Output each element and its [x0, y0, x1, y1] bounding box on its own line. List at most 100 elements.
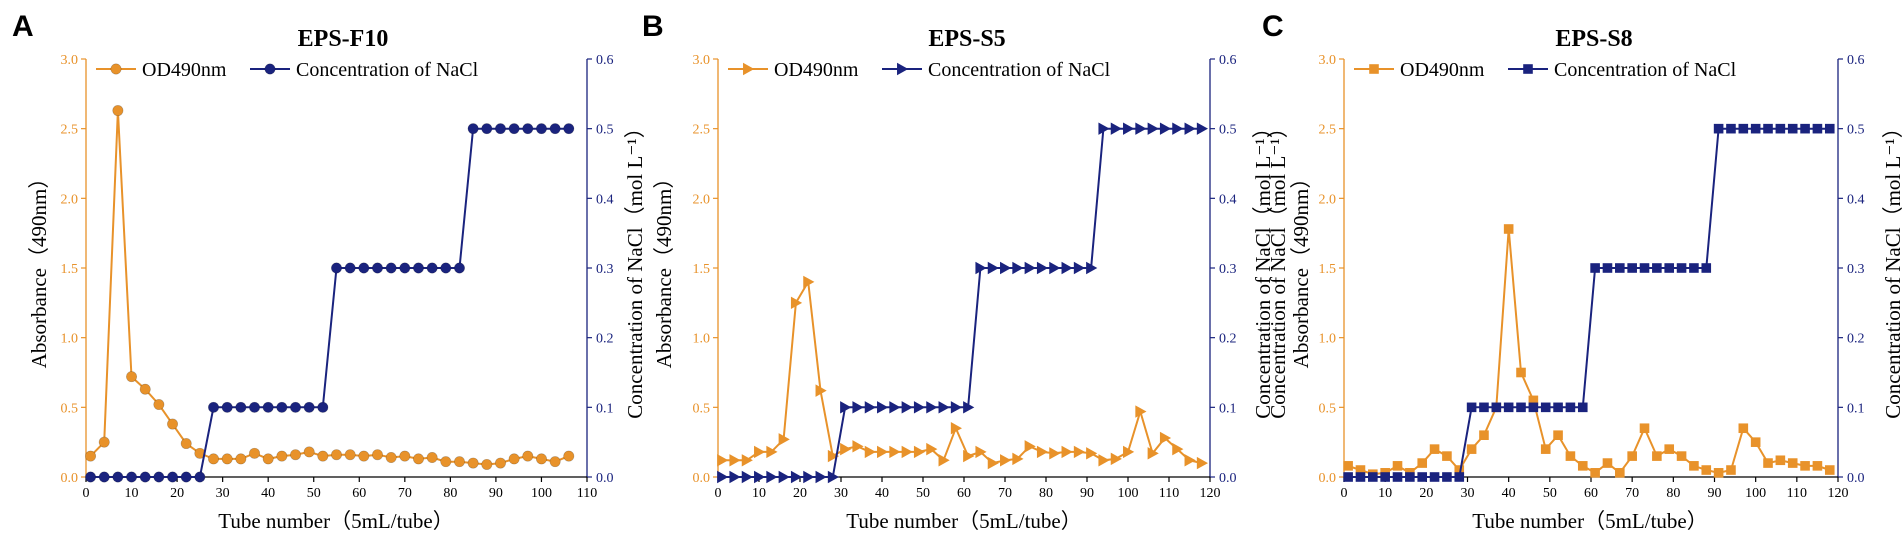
- data-point: [1652, 263, 1662, 273]
- y-tick-label-left: 2.5: [693, 123, 711, 138]
- series-line: [1348, 127, 1830, 478]
- data-point: [864, 445, 876, 459]
- data-point: [1184, 122, 1196, 135]
- data-point: [153, 471, 165, 483]
- series-od490nm: [1343, 224, 1835, 480]
- data-point: [1012, 261, 1024, 275]
- plot-area-b: 0.0 0.5 1.0 1.5 2.0 2.5 3.0 0.0 0.1 0.2 0.3 0.4 0.5 0…: [693, 53, 1237, 501]
- data-point: [303, 446, 315, 458]
- y-tick-label-right: 0.1: [1847, 401, 1865, 416]
- data-point: [1775, 123, 1786, 134]
- x-tick-label: 60: [957, 486, 971, 501]
- data-point: [1491, 402, 1502, 413]
- data-point: [987, 261, 999, 275]
- data-point: [1664, 263, 1675, 273]
- x-tick-label: 90: [489, 486, 503, 501]
- chart-title-a: EPS-F10: [298, 26, 389, 52]
- data-point: [1590, 263, 1600, 273]
- y-tick-label-right: 0.1: [596, 401, 614, 416]
- data-point: [508, 123, 520, 135]
- data-point: [766, 470, 778, 484]
- data-point: [1763, 123, 1773, 134]
- data-point: [1110, 122, 1122, 135]
- y-tick-label-left: 2.5: [1319, 123, 1337, 138]
- data-point: [1196, 456, 1208, 470]
- y-tick-label-left: 0.5: [1319, 401, 1337, 416]
- data-point: [453, 456, 465, 468]
- x-tick-label: 120: [1200, 486, 1221, 501]
- legend-item: Concentration of NaCl: [1508, 59, 1737, 81]
- data-point: [963, 401, 975, 414]
- data-point: [803, 470, 815, 484]
- data-point: [1775, 455, 1786, 466]
- data-point: [1639, 263, 1650, 273]
- y-tick-label-right: 0.4: [1219, 192, 1237, 207]
- series-nacl-concentration: [85, 123, 575, 483]
- y-tick-label-right: 0.1: [1219, 401, 1237, 416]
- data-point: [963, 449, 975, 463]
- data-point: [1503, 224, 1514, 234]
- data-point: [139, 471, 151, 483]
- data-point: [864, 401, 876, 414]
- legend-item: OD490nm: [1354, 59, 1485, 81]
- data-point: [290, 401, 302, 413]
- y-tick-label-left: 3.0: [61, 53, 79, 68]
- data-point: [877, 401, 889, 414]
- data-point: [1049, 261, 1061, 275]
- data-point: [1565, 402, 1576, 413]
- data-point: [1454, 472, 1465, 482]
- data-point: [98, 436, 110, 448]
- x-tick-label: 40: [1502, 486, 1516, 501]
- data-point: [1086, 447, 1098, 460]
- x-tick-label: 80: [1666, 486, 1680, 501]
- data-point: [180, 471, 192, 483]
- legend-marker: [110, 63, 122, 75]
- y-tick-label-left: 0.0: [61, 471, 79, 486]
- data-point: [1000, 454, 1012, 467]
- data-point: [1701, 465, 1712, 475]
- x-tick-label: 0: [83, 486, 90, 501]
- legend-item: Concentration of NaCl: [882, 59, 1111, 81]
- axes: 0.0 0.5 1.0 1.5 2.0 2.5 3.0 0.0 0.1 0.2 0.3 0.4 0.5 0…: [1319, 53, 1865, 501]
- data-point: [1750, 123, 1761, 134]
- y-tick-label-left: 1.0: [1319, 332, 1337, 347]
- y-tick-label-left: 3.0: [693, 53, 711, 68]
- data-point: [1615, 263, 1625, 273]
- y-tick-label-right: 0.2: [1847, 332, 1865, 347]
- data-point: [426, 262, 438, 274]
- data-point: [1098, 122, 1110, 135]
- data-point: [1049, 447, 1061, 460]
- legend-label: Concentration of NaCl: [928, 59, 1111, 81]
- data-point: [262, 401, 274, 413]
- data-point: [208, 453, 220, 465]
- data-point: [1355, 465, 1366, 475]
- data-point: [1429, 472, 1440, 482]
- y-axis-label-right-c: Concentration of NaCl（mol L⁻¹）: [1881, 117, 1904, 418]
- data-point: [1466, 402, 1477, 413]
- x-axis-label-b: Tube number（5mL/tube）: [846, 509, 1081, 533]
- y-tick-label-right: 0.3: [1219, 262, 1237, 277]
- data-point: [987, 456, 999, 470]
- data-point: [1392, 461, 1403, 471]
- data-point: [1184, 454, 1196, 467]
- data-point: [522, 123, 534, 135]
- x-tick-label: 90: [1080, 486, 1094, 501]
- panel-letter-b: B: [642, 10, 664, 43]
- data-point: [1024, 440, 1036, 453]
- series-line: [1347, 228, 1831, 476]
- data-point: [221, 401, 233, 413]
- legend-marker: [1369, 64, 1379, 74]
- y-tick-label-right: 0.3: [1847, 262, 1865, 277]
- x-tick-label: 70: [1625, 486, 1639, 501]
- plot-area-c: 0.0 0.5 1.0 1.5 2.0 2.5 3.0 0.0 0.1 0.2 0.3 0.4 0.5 0…: [1319, 53, 1865, 501]
- x-tick-label: 50: [1543, 486, 1557, 501]
- y-tick-label-right: 0.3: [596, 262, 614, 277]
- data-point: [1738, 423, 1749, 434]
- data-point: [1355, 472, 1366, 482]
- x-tick-label: 110: [1159, 486, 1179, 501]
- x-axis-label-c: Tube number（5mL/tube）: [1472, 509, 1707, 533]
- y-axis-label-line: Concentration of NaCl（mol L⁻¹）: [1266, 117, 1290, 418]
- data-point: [1800, 123, 1810, 134]
- panel-c: C EPS-S8 0.00.51.01.52.02.53.00.00.10.20…: [1262, 10, 1904, 533]
- data-point: [889, 401, 901, 414]
